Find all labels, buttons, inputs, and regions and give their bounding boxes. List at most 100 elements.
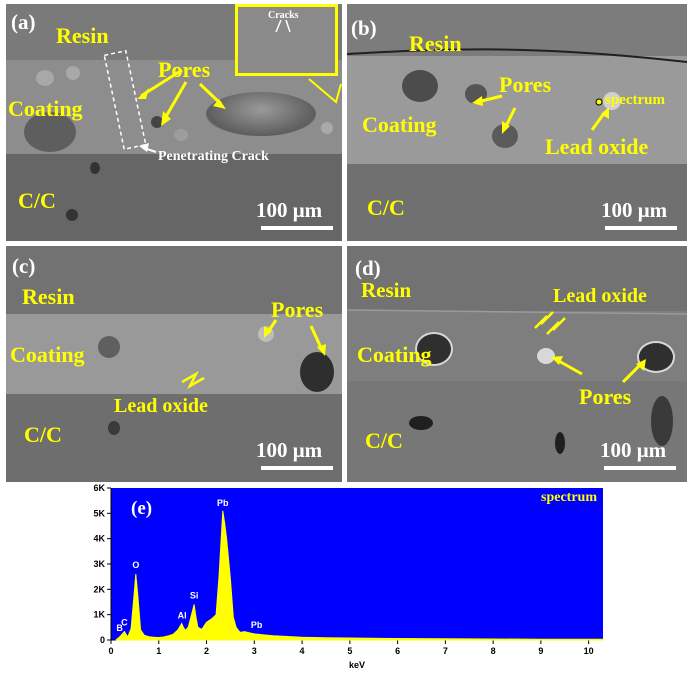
arrow: [621, 362, 643, 384]
scale-label: 100 μm: [600, 438, 667, 462]
arrowhead: [636, 359, 646, 371]
pore: [66, 66, 80, 80]
panel-c: (c) Resin Pores Coating Lead oxide C/C 1…: [6, 246, 342, 482]
arrowhead: [161, 111, 171, 126]
panel-b: (b) Resin Pores spectrum Coating Lead ox…: [347, 4, 687, 241]
arrow: [546, 317, 566, 335]
scale-label: 100 μm: [256, 438, 323, 462]
arrowhead: [137, 88, 149, 99]
resin-layer: [347, 246, 687, 311]
pore: [402, 70, 438, 102]
resin-boundary: [347, 48, 687, 63]
scale-bar: [605, 226, 677, 230]
scale-bar: [604, 466, 676, 470]
arrow: [556, 358, 583, 376]
peak-label: B: [116, 623, 123, 633]
peak-label: Pb: [251, 620, 263, 630]
resin-label: Resin: [22, 284, 75, 309]
lead-oxide-label: Lead oxide: [545, 134, 649, 159]
x-axis-label: keV: [349, 660, 365, 670]
crack-label: Penetrating Crack: [158, 149, 269, 164]
y-tick-label: 5K: [93, 508, 105, 518]
spectrum-label: spectrum: [605, 92, 665, 108]
panel-d: (d) Resin Lead oxide Coating Pores C/C 1…: [347, 246, 687, 482]
arrow: [162, 81, 188, 121]
arrowhead: [139, 143, 149, 152]
pore: [174, 129, 188, 141]
peak-label: O: [132, 560, 139, 570]
panel-tag: (c): [12, 254, 36, 278]
resin-boundary: [347, 309, 687, 315]
coating-layer: [6, 314, 342, 396]
arrow: [534, 311, 554, 329]
pores-label: Pores: [158, 57, 211, 82]
scale-label: 100 μm: [601, 198, 668, 222]
pores-label: Pores: [579, 384, 632, 409]
y-tick-label: 1K: [93, 610, 105, 620]
inset-cracks-label: Cracks: [268, 10, 299, 21]
arrowhead: [502, 121, 510, 134]
arrow: [198, 82, 223, 106]
crack-outline: [103, 49, 147, 151]
resin-label: Resin: [56, 23, 109, 48]
pore: [415, 332, 453, 366]
pore: [651, 396, 673, 446]
resin-layer: [6, 246, 342, 316]
panel-a: (a) Resin Pores Coating C/C Penetrating …: [6, 4, 342, 241]
arrowhead: [264, 326, 272, 338]
annotation-overlay-c: [181, 319, 326, 390]
peak-label: Pb: [217, 498, 229, 508]
panel-tag: (b): [351, 16, 377, 40]
panel-tag: (d): [355, 256, 381, 280]
arrow: [285, 19, 291, 33]
x-tick-label: 1: [156, 646, 161, 656]
x-tick-label: 0: [108, 646, 113, 656]
pore: [537, 348, 555, 364]
pores-label: Pores: [271, 297, 324, 322]
arrowhead: [601, 107, 609, 119]
pore: [66, 209, 78, 221]
pore: [24, 112, 76, 152]
resin-label: Resin: [361, 278, 412, 302]
pore: [108, 421, 120, 435]
pore: [206, 92, 316, 136]
x-tick-label: 8: [491, 646, 496, 656]
scale-bar: [261, 226, 333, 230]
y-tick-label: 2K: [93, 584, 105, 594]
inset-pointer-line: [308, 78, 342, 104]
coating-label: Coating: [10, 342, 85, 367]
resin-layer: [347, 4, 687, 56]
x-tick-label: 7: [443, 646, 448, 656]
x-tick-label: 9: [538, 646, 543, 656]
x-tick-label: 4: [300, 646, 305, 656]
coating-layer: [347, 311, 687, 381]
lead-oxide-label: Lead oxide: [114, 395, 208, 417]
x-tick-label: 10: [584, 646, 594, 656]
arrowhead: [317, 344, 326, 356]
cc-layer: [347, 381, 687, 482]
spectrum-series: [115, 510, 604, 641]
pore: [300, 352, 334, 392]
pore: [603, 92, 621, 110]
arrow: [181, 370, 205, 390]
scale-label: 100 μm: [256, 198, 323, 222]
cc-label: C/C: [367, 195, 405, 220]
x-tick-label: 2: [204, 646, 209, 656]
resin-label: Resin: [409, 31, 462, 56]
lead-oxide-label: Lead oxide: [553, 285, 647, 307]
legend-label: spectrum: [541, 490, 597, 505]
cc-label: C/C: [24, 422, 62, 447]
scale-bar: [261, 466, 333, 470]
y-tick-label: 6K: [93, 484, 105, 493]
peak-label: C: [121, 618, 128, 628]
cc-label: C/C: [18, 188, 56, 213]
pore: [90, 162, 100, 174]
peak-label: Al: [178, 611, 187, 621]
panel-tag: (e): [131, 498, 152, 519]
x-tick-label: 5: [347, 646, 352, 656]
pore: [151, 116, 163, 128]
coating-layer: [347, 56, 687, 164]
spectrum-point: [595, 98, 603, 106]
arrowhead: [213, 99, 226, 109]
